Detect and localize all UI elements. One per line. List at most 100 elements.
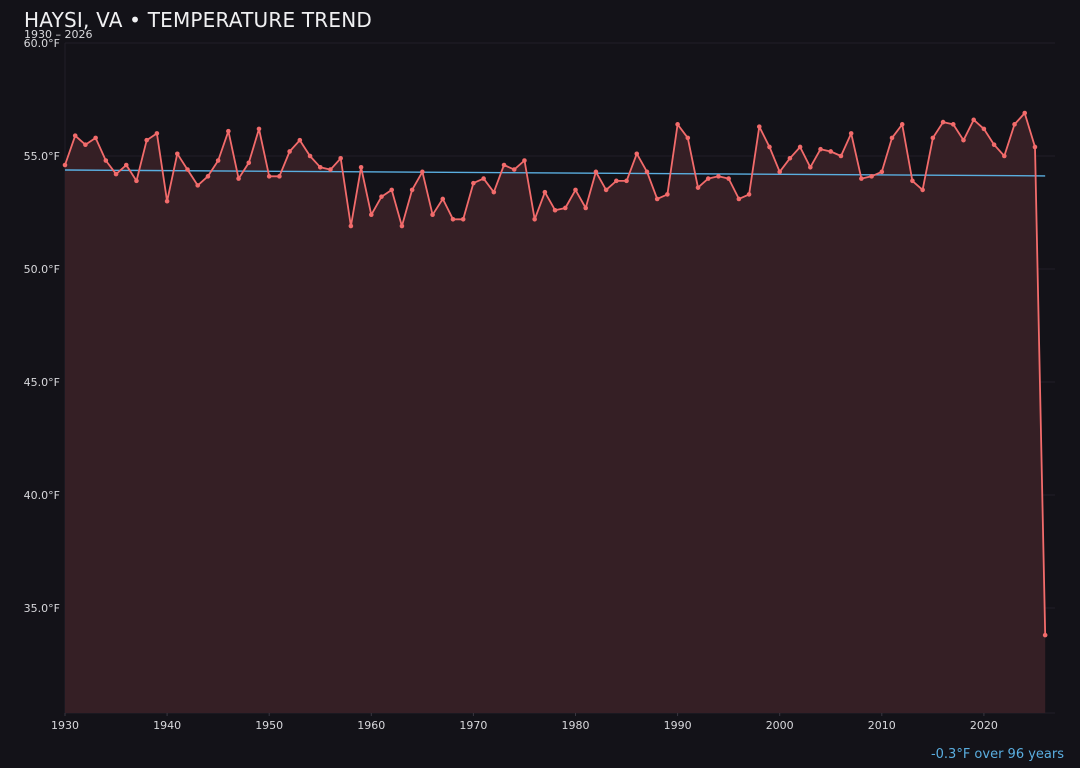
data-point (1022, 110, 1028, 116)
data-point (593, 169, 599, 175)
data-point (777, 169, 782, 175)
data-point (736, 196, 742, 202)
data-point (756, 124, 762, 129)
data-point (369, 212, 374, 218)
y-tick-label: 50.0°F (24, 263, 60, 276)
data-point (409, 187, 415, 193)
data-point (634, 151, 640, 157)
data-point (103, 158, 109, 163)
chart-subtitle: 1930 – 2026 (24, 28, 93, 41)
data-point (716, 174, 721, 179)
data-point (665, 192, 670, 197)
data-point (123, 162, 129, 168)
data-point (420, 169, 425, 175)
data-point (328, 167, 333, 172)
data-point (899, 122, 905, 127)
data-point (961, 137, 966, 143)
data-point (144, 137, 149, 143)
data-point (185, 167, 190, 172)
data-point (808, 165, 813, 170)
data-point (93, 135, 98, 141)
data-point (226, 128, 231, 134)
data-point (348, 223, 354, 229)
data-point (624, 178, 629, 184)
data-point (62, 162, 68, 168)
data-point (705, 176, 711, 181)
data-point (491, 189, 497, 195)
data-point (195, 183, 201, 188)
data-point (287, 149, 292, 154)
data-point (1012, 122, 1017, 127)
trend-line (64, 169, 1046, 177)
x-tick-label: 2000 (766, 719, 794, 732)
data-point (266, 174, 272, 179)
x-tick-label: 2010 (868, 719, 896, 732)
data-point (134, 178, 139, 184)
data-point (1042, 632, 1048, 638)
data-point (379, 194, 384, 199)
x-tick-label: 1990 (664, 719, 692, 732)
data-point (971, 117, 976, 123)
data-point (562, 205, 568, 211)
y-tick-label: 60.0°F (24, 37, 60, 50)
data-point (205, 174, 211, 179)
x-tick-label: 1980 (562, 719, 590, 732)
data-point (460, 216, 466, 222)
x-axis: 1930 1940 1950 1960 1970 1980 1990 2000 2010 2020 (51, 713, 998, 732)
temperature-area-fill (65, 113, 1046, 714)
data-point (277, 174, 282, 179)
data-point (1032, 144, 1038, 150)
data-point (297, 137, 303, 143)
data-point (317, 165, 323, 170)
data-point (614, 178, 619, 184)
data-point (848, 131, 854, 136)
data-point (654, 196, 660, 202)
data-point (83, 142, 88, 147)
data-point (675, 122, 680, 127)
data-point (175, 151, 180, 157)
data-point (471, 180, 476, 186)
data-point (838, 153, 844, 159)
data-point (399, 223, 405, 229)
y-tick-label: 40.0°F (24, 489, 60, 502)
data-point (940, 119, 946, 125)
data-point (236, 176, 241, 181)
data-point (532, 216, 537, 222)
data-point (930, 135, 936, 141)
data-point (552, 207, 558, 213)
data-point (307, 153, 313, 159)
data-point (685, 135, 691, 141)
data-point (981, 126, 987, 132)
data-point (818, 146, 823, 152)
data-points (62, 110, 1048, 638)
data-point (215, 158, 221, 163)
data-point (573, 187, 578, 193)
data-point (726, 176, 731, 181)
data-point (859, 176, 864, 181)
data-point (603, 187, 609, 193)
data-point (787, 155, 793, 161)
data-point (246, 160, 252, 166)
data-point (113, 171, 119, 177)
x-tick-label: 1940 (153, 719, 181, 732)
trend-summary: -0.3°F over 96 years (930, 747, 1064, 762)
x-tick-label: 2020 (970, 719, 998, 732)
data-point (430, 212, 435, 218)
data-point (797, 144, 803, 150)
data-point (920, 187, 925, 193)
data-point (164, 198, 170, 204)
data-point (256, 126, 262, 132)
data-point (511, 167, 517, 172)
y-tick-label: 55.0°F (24, 150, 60, 163)
data-point (950, 122, 956, 127)
data-point (522, 158, 527, 163)
data-point (440, 196, 446, 202)
y-tick-label: 45.0°F (24, 376, 60, 389)
data-point (358, 165, 364, 170)
data-point (879, 169, 885, 175)
chart-title: HAYSI, VA • TEMPERATURE TREND (24, 8, 372, 32)
data-point (338, 155, 343, 161)
x-tick-label: 1960 (357, 719, 385, 732)
data-point (501, 162, 507, 168)
